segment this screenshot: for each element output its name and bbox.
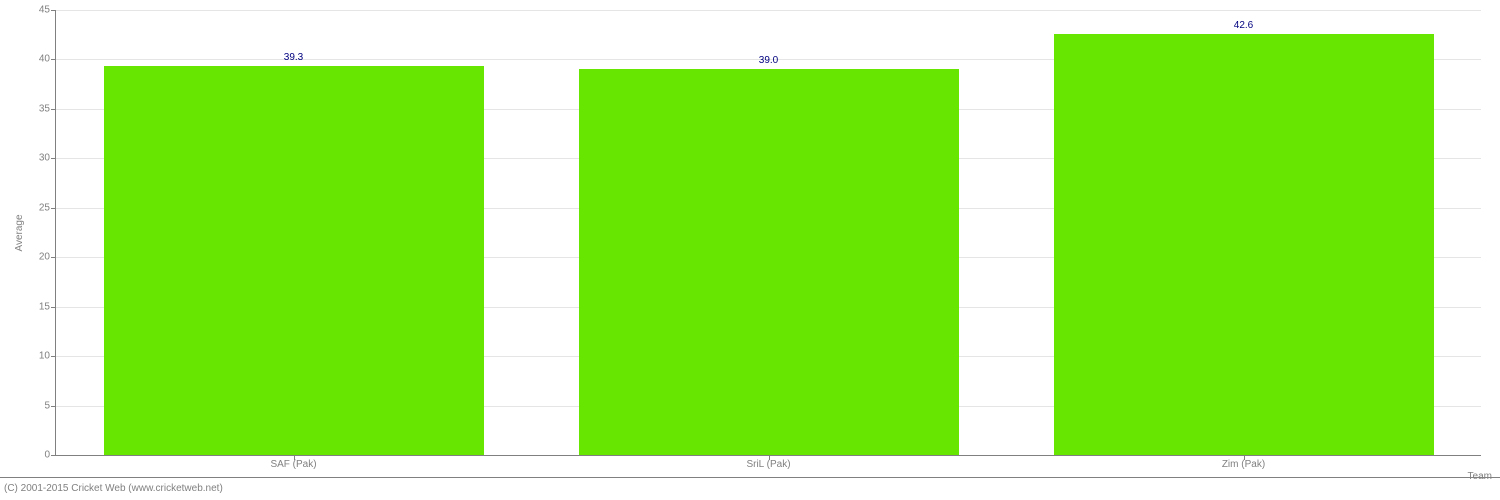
y-tick-label: 5 (44, 400, 56, 411)
y-axis-label: Average (14, 214, 25, 251)
y-tick-label: 20 (39, 252, 56, 263)
y-tick-label: 40 (39, 54, 56, 65)
y-tick-label: 35 (39, 103, 56, 114)
bar (579, 69, 959, 455)
grid-line (56, 10, 1481, 11)
bar-value-label: 39.3 (284, 52, 303, 63)
bar (1054, 34, 1434, 455)
y-tick-label: 30 (39, 153, 56, 164)
y-tick-label: 45 (39, 5, 56, 16)
bar-value-label: 39.0 (759, 55, 778, 66)
y-tick-label: 0 (44, 450, 56, 461)
chart-container: 0 5 10 15 20 25 30 35 40 45 39.3 SAF (Pak) 39.0 SriL … (0, 0, 1500, 500)
x-tick-label: SriL (Pak) (746, 455, 790, 470)
bar-value-label: 42.6 (1234, 20, 1253, 31)
y-tick-label: 15 (39, 301, 56, 312)
y-tick-label: 25 (39, 202, 56, 213)
copyright-footer: (C) 2001-2015 Cricket Web (www.cricketwe… (0, 477, 1500, 500)
bar (104, 66, 484, 455)
x-tick-label: SAF (Pak) (270, 455, 316, 470)
plot-area: 05101520253035404539.3SAF (Pak)39.0SriL … (55, 10, 1481, 456)
y-tick-label: 10 (39, 351, 56, 362)
x-tick-label: Zim (Pak) (1222, 455, 1265, 470)
